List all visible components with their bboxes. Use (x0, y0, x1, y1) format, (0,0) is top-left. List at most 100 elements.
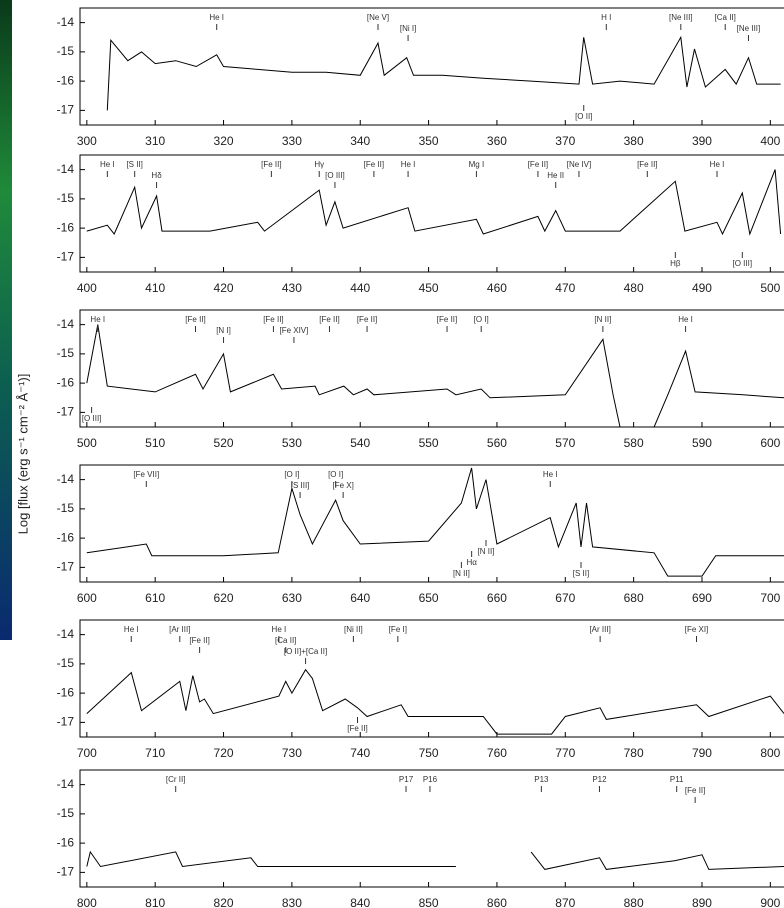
y-tick-label: -14 (57, 777, 75, 791)
line-label: [Fe II] (185, 315, 205, 324)
spectrum-line (86, 668, 784, 735)
x-tick-label: 380 (624, 134, 644, 148)
x-tick-label: 580 (624, 436, 644, 450)
y-tick-label: -16 (57, 835, 75, 849)
x-tick-label: 890 (692, 896, 712, 908)
x-tick-label: 330 (282, 134, 302, 148)
x-tick-label: 530 (282, 436, 302, 450)
line-label: [N II] (594, 315, 611, 324)
y-axis-label: Log [flux (erg s⁻¹ cm⁻² Å⁻¹)] (15, 374, 30, 535)
line-label: He I (678, 315, 693, 324)
line-label: [Fe VII] (133, 470, 159, 479)
x-tick-label: 620 (214, 591, 234, 605)
x-tick-label: 840 (350, 896, 370, 908)
y-tick-label: -14 (57, 317, 75, 331)
x-tick-label: 360 (487, 134, 507, 148)
line-label: Mg I (469, 160, 485, 169)
x-tick-label: 560 (487, 436, 507, 450)
line-label: He II (547, 171, 564, 180)
x-tick-label: 650 (419, 591, 439, 605)
line-label: [Fe II] (347, 724, 367, 733)
x-tick-label: 600 (760, 436, 780, 450)
x-tick-label: 570 (555, 436, 575, 450)
line-label: [O III] (325, 171, 345, 180)
x-tick-label: 670 (555, 591, 575, 605)
line-label: [Fe II] (261, 160, 281, 169)
line-label: [Ne III] (669, 13, 693, 22)
y-tick-label: -14 (57, 627, 75, 641)
line-label: [Fe X] (332, 481, 353, 490)
x-tick-label: 440 (350, 281, 370, 295)
plot-area (86, 467, 784, 577)
line-label: P12 (592, 775, 607, 784)
line-label: [N II] (478, 547, 495, 556)
x-tick-label: 850 (419, 896, 439, 908)
y-tick-label: -15 (57, 501, 75, 515)
y-tick-label: -14 (57, 472, 75, 486)
x-tick-label: 500 (77, 436, 97, 450)
line-label: [Fe XIV] (279, 326, 308, 335)
x-tick-label: 300 (77, 134, 97, 148)
line-label: He I (90, 315, 105, 324)
x-tick-label: 730 (282, 746, 302, 760)
line-label: [O III] (82, 414, 102, 423)
line-label: Hδ (151, 171, 162, 180)
line-label: He I (401, 160, 416, 169)
line-label: [Ni I] (400, 24, 416, 33)
line-label: He I (124, 625, 139, 634)
y-tick-label: -14 (57, 15, 75, 29)
y-tick-label: -15 (57, 44, 75, 58)
x-tick-label: 720 (214, 746, 234, 760)
line-label: [Fe I] (389, 625, 407, 634)
x-tick-label: 760 (487, 746, 507, 760)
x-tick-label: 470 (555, 281, 575, 295)
y-tick-label: -17 (57, 560, 75, 574)
x-tick-label: 320 (214, 134, 234, 148)
x-tick-label: 500 (760, 281, 780, 295)
line-label: P16 (423, 775, 438, 784)
plot-frame (79, 464, 784, 583)
line-label: [Ar III] (589, 625, 610, 634)
x-tick-label: 520 (214, 436, 234, 450)
plot-area (106, 35, 781, 111)
y-tick-label: -17 (57, 250, 75, 264)
x-tick-label: 900 (760, 896, 780, 908)
line-label: [Fe II] (263, 315, 283, 324)
x-tick-label: 690 (692, 591, 712, 605)
line-label: [S II] (573, 569, 589, 578)
x-tick-label: 640 (350, 591, 370, 605)
line-label: [Fe II] (364, 160, 384, 169)
x-tick-label: 800 (77, 896, 97, 908)
x-tick-label: 630 (282, 591, 302, 605)
x-tick-label: 430 (282, 281, 302, 295)
nebula-image (0, 0, 12, 640)
x-tick-label: 770 (555, 746, 575, 760)
y-tick-label: -15 (57, 191, 75, 205)
x-tick-label: 700 (77, 746, 97, 760)
line-label: [Fe II] (685, 786, 705, 795)
line-label: [Fe II] (437, 315, 457, 324)
x-tick-label: 860 (487, 896, 507, 908)
y-tick-label: -17 (57, 715, 75, 729)
y-tick-label: -15 (57, 656, 75, 670)
line-label: P11 (670, 775, 684, 784)
x-tick-label: 700 (760, 591, 780, 605)
x-tick-label: 370 (555, 134, 575, 148)
line-label: [S III] (291, 481, 310, 490)
y-tick-label: -15 (57, 346, 75, 360)
line-label: H I (601, 13, 611, 22)
line-label: He I (272, 625, 287, 634)
x-tick-label: 600 (77, 591, 97, 605)
x-tick-label: 550 (419, 436, 439, 450)
line-label: P13 (534, 775, 549, 784)
x-tick-label: 660 (487, 591, 507, 605)
y-tick-label: -17 (57, 865, 75, 879)
line-label: [Ni II] (344, 625, 363, 634)
line-label: [N II] (453, 569, 470, 578)
x-tick-label: 510 (145, 436, 165, 450)
plot-frame (79, 154, 784, 273)
x-tick-label: 610 (145, 591, 165, 605)
spectrum-line (86, 169, 782, 236)
line-label: [O I] (328, 470, 343, 479)
